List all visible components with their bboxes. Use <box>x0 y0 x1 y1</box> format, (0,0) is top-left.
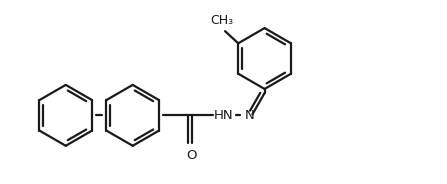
Text: CH₃: CH₃ <box>211 14 234 27</box>
Text: HN: HN <box>214 109 233 122</box>
Text: N: N <box>245 109 254 122</box>
Text: O: O <box>186 149 197 162</box>
